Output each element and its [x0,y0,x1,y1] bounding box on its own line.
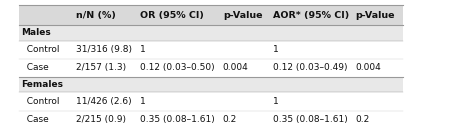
Text: Control: Control [21,45,60,54]
Text: 11/426 (2.6): 11/426 (2.6) [76,97,131,106]
Text: AOR* (95% CI): AOR* (95% CI) [273,11,349,20]
Text: p-Value: p-Value [356,11,395,20]
Text: Females: Females [21,80,64,89]
Text: 0.004: 0.004 [223,63,248,72]
Bar [19,41,403,59]
Bar [19,77,403,92]
Text: 0.2: 0.2 [356,115,370,123]
Text: Males: Males [21,28,51,37]
Text: 2/157 (1.3): 2/157 (1.3) [76,63,126,72]
Text: 1: 1 [140,45,146,54]
Text: 0.12 (0.03–0.49): 0.12 (0.03–0.49) [273,63,347,72]
Text: 0.004: 0.004 [356,63,381,72]
Text: p-Value: p-Value [223,11,262,20]
Text: 0.35 (0.08–1.61): 0.35 (0.08–1.61) [140,115,215,123]
Bar [19,92,403,111]
Text: 31/316 (9.8): 31/316 (9.8) [76,45,132,54]
Text: 1: 1 [273,97,278,106]
Text: 0.12 (0.03–0.50): 0.12 (0.03–0.50) [140,63,214,72]
Text: Case: Case [21,115,49,123]
Text: 1: 1 [273,45,278,54]
Text: Control: Control [21,97,60,106]
Text: Case: Case [21,63,49,72]
Bar [19,111,403,123]
Bar [19,59,403,77]
Text: 0.2: 0.2 [223,115,237,123]
Text: 2/215 (0.9): 2/215 (0.9) [76,115,126,123]
Text: 1: 1 [140,97,146,106]
Text: n/N (%): n/N (%) [76,11,116,20]
Bar [19,5,403,25]
Bar [19,25,403,41]
Text: OR (95% CI): OR (95% CI) [140,11,204,20]
Text: 0.35 (0.08–1.61): 0.35 (0.08–1.61) [273,115,347,123]
